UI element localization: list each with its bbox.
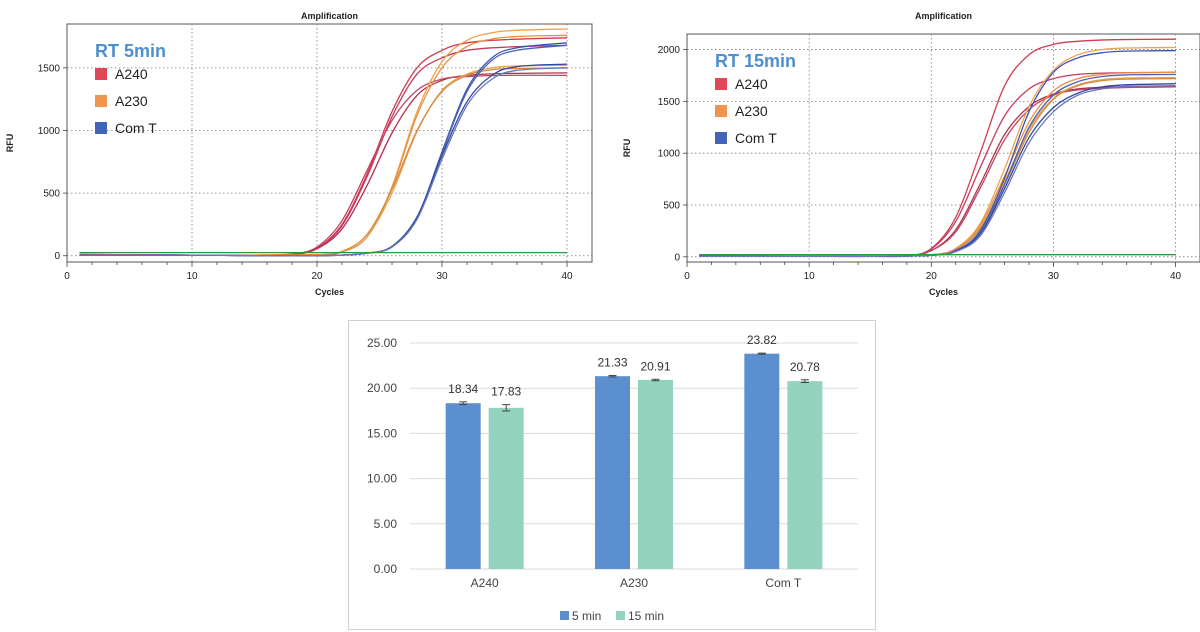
- x-category-label: A240: [471, 576, 499, 590]
- legend-swatch: [560, 611, 569, 620]
- y-tick-label: 10.00: [367, 472, 397, 486]
- data-label: 20.78: [790, 360, 820, 374]
- x-tick-label: 40: [1170, 271, 1182, 282]
- plot-area: [66, 23, 593, 263]
- y-tick-label: 1000: [658, 149, 681, 160]
- y-tick-label: 1500: [658, 97, 681, 108]
- y-tick-label: 15.00: [367, 426, 397, 440]
- x-category-label: A230: [620, 576, 648, 590]
- y-tick-label: 500: [43, 189, 60, 200]
- data-label: 18.34: [448, 382, 478, 396]
- bar-5-min-a230: [595, 376, 630, 569]
- legend-swatch: [95, 122, 107, 134]
- legend-label: A230: [115, 93, 148, 109]
- y-tick-label: 0.00: [374, 562, 398, 576]
- legend-label: A240: [115, 66, 148, 82]
- x-axis-label: Cycles: [315, 287, 344, 297]
- y-axis-label: RFU: [5, 134, 15, 153]
- legend-swatch: [95, 95, 107, 107]
- legend-label: A230: [735, 103, 768, 119]
- legend-swatch: [616, 611, 625, 620]
- condition-annotation: RT 15min: [715, 51, 796, 71]
- y-tick-label: 0: [674, 252, 680, 263]
- ct-bar-chart: 0.00 5.00 10.00 15.00 20.00 25.00 18.34 17.83 A2…: [348, 320, 876, 630]
- x-tick-label: 10: [804, 271, 816, 282]
- legend-label: 5 min: [572, 609, 601, 623]
- legend-swatch: [715, 132, 727, 144]
- y-tick-label: 1000: [38, 126, 61, 137]
- data-label: 20.91: [640, 359, 670, 373]
- legend-label: Com T: [735, 130, 777, 146]
- condition-annotation: RT 5min: [95, 41, 166, 61]
- legend-label: A240: [735, 76, 768, 92]
- x-category-label: Com T: [765, 576, 801, 590]
- x-tick-label: 30: [436, 271, 448, 282]
- x-axis-label: Cycles: [929, 287, 958, 297]
- chart-title: Amplification: [301, 11, 358, 21]
- x-tick-label: 40: [561, 271, 573, 282]
- bar-15-min-a230: [638, 379, 673, 569]
- legend-swatch: [95, 68, 107, 80]
- bar-15-min-com-t: [787, 381, 823, 569]
- legend-swatch: [715, 78, 727, 90]
- y-tick-label: 1500: [38, 63, 61, 74]
- x-tick-label: 30: [1048, 271, 1060, 282]
- amplification-chart-rt-15min: Amplification 0 10 20 30 40 0 500 1000 1500 2000 Cy…: [622, 11, 1200, 297]
- y-tick-label: 2000: [658, 45, 681, 56]
- y-tick-label: 20.00: [367, 381, 397, 395]
- y-tick-label: 25.00: [367, 336, 397, 350]
- y-tick-label: 0: [54, 251, 60, 262]
- series-line-com-t: [79, 67, 568, 257]
- x-tick-label: 0: [684, 271, 690, 282]
- legend-label: Com T: [115, 120, 157, 136]
- x-tick-label: 10: [186, 271, 198, 282]
- chart-title: Amplification: [915, 11, 972, 21]
- data-label: 23.82: [747, 333, 777, 347]
- y-axis-label: RFU: [622, 139, 632, 158]
- bar-5-min-com-t: [744, 353, 780, 569]
- y-tick-label: 5.00: [374, 517, 398, 531]
- x-tick-label: 20: [926, 271, 938, 282]
- bar-15-min-a240: [488, 407, 524, 569]
- data-label: 21.33: [597, 355, 627, 369]
- amplification-chart-rt-5min: Amplification 0 10 20 30 40 0 500 1000 1500 Cycles…: [5, 11, 593, 297]
- x-tick-label: 20: [311, 271, 323, 282]
- legend-label: 15 min: [628, 609, 664, 623]
- plot-area: [686, 33, 1200, 263]
- bar-5-min-a240: [445, 403, 481, 569]
- x-tick-label: 0: [64, 271, 70, 282]
- data-label: 17.83: [491, 385, 521, 399]
- legend-swatch: [715, 105, 727, 117]
- series-line-com-t: [699, 85, 1176, 258]
- y-tick-label: 500: [663, 201, 680, 212]
